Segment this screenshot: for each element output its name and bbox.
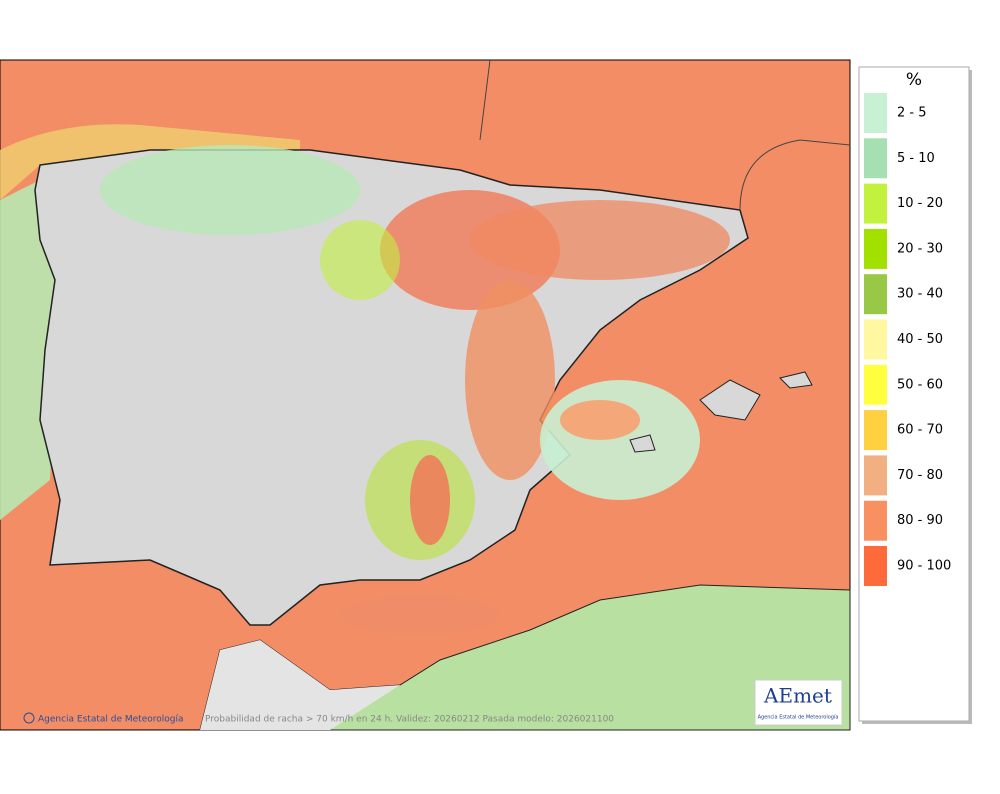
legend-label: 40 - 50 (897, 332, 943, 347)
logo-subtitle: Agencia Estatal de Meteorología (758, 714, 839, 721)
legend: % 2 - 5 5 - 10 10 - 20 20 - 30 30 - 40 40 - 5… (858, 66, 972, 724)
legend-swatch (864, 183, 887, 224)
legend-swatch (864, 319, 887, 360)
legend-swatch (864, 410, 887, 451)
legend-swatch (864, 274, 887, 315)
credit: Agencia Estatal de Meteorología (38, 715, 184, 725)
legend-label: 80 - 90 (897, 513, 943, 528)
legend-label: 5 - 10 (897, 151, 935, 166)
legend-label: 90 - 100 (897, 559, 951, 574)
zone (540, 380, 700, 500)
legend-label: 20 - 30 (897, 241, 943, 256)
legend-label: 60 - 70 (897, 423, 943, 438)
legend-title: % (906, 70, 922, 90)
legend-label: 70 - 80 (897, 468, 943, 483)
legend-swatch (864, 138, 887, 179)
ibiza (629, 434, 656, 453)
zone (340, 595, 500, 635)
zone (560, 400, 640, 440)
zone (410, 455, 450, 545)
legend-label: 10 - 20 (897, 196, 943, 211)
legend-swatch (864, 93, 887, 133)
legend-label: 2 - 5 (897, 106, 927, 121)
zone (465, 280, 555, 480)
legend-swatch (864, 228, 887, 269)
logo-box (754, 679, 843, 726)
mallorca (699, 379, 761, 421)
zone (470, 200, 730, 280)
copyright-icon (23, 712, 35, 724)
zone (320, 220, 400, 300)
logo-text: AEmet (763, 684, 832, 708)
legend-swatch (864, 546, 887, 586)
map: Agencia Estatal de Meteorología Probabil… (0, 59, 851, 731)
legend-swatch (864, 455, 887, 496)
border (479, 59, 851, 211)
africa-land (200, 640, 400, 730)
legend-label: 50 - 60 (897, 377, 943, 392)
legend-label: 30 - 40 (897, 287, 943, 302)
legend-swatch (864, 364, 887, 405)
menorca (779, 371, 813, 389)
caption: Probabilidad de racha > 70 km/h en 24 h.… (205, 715, 614, 725)
legend-swatch (864, 500, 887, 541)
zone (100, 145, 360, 235)
